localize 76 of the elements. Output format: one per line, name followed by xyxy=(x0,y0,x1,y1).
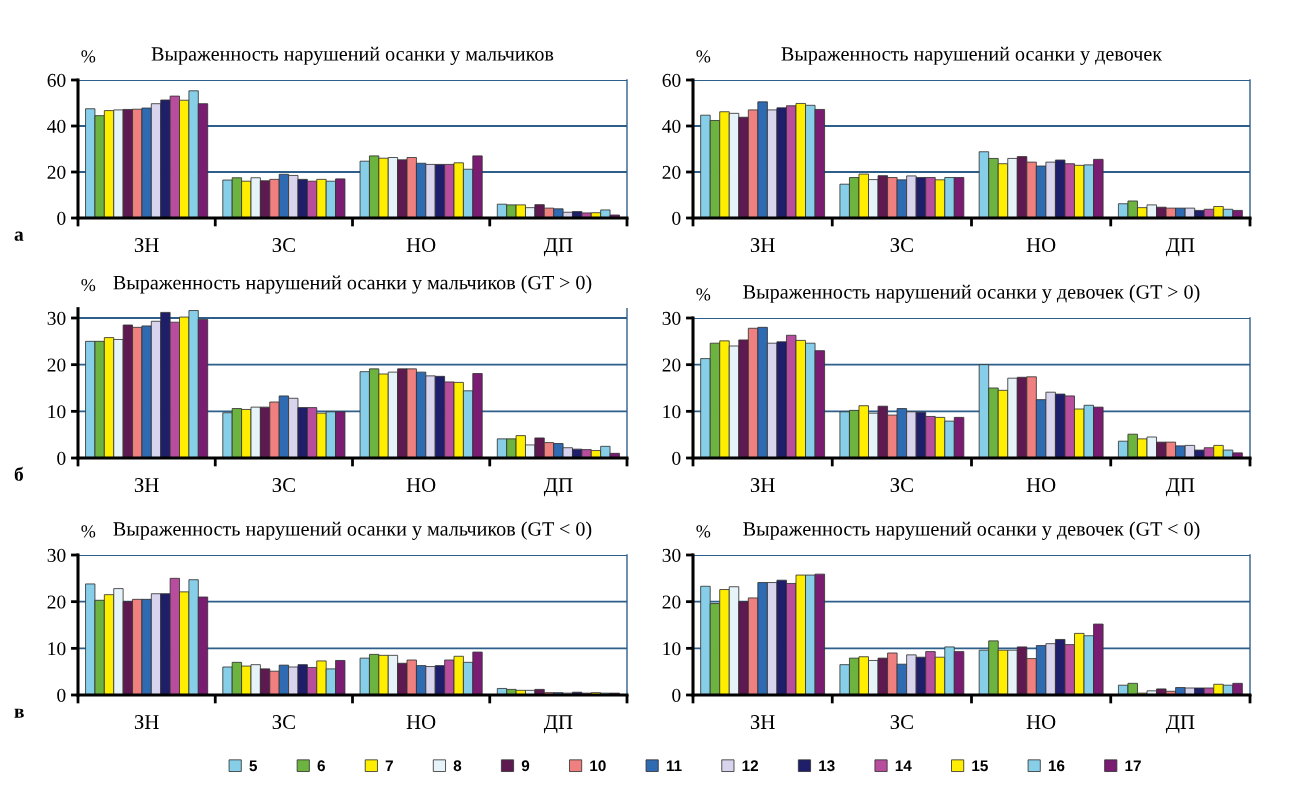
x-tick-label: ЗС xyxy=(890,715,913,730)
y-tick-label: 40 xyxy=(47,119,66,133)
y-tick-label: 10 xyxy=(48,642,66,656)
legend-label: 7 xyxy=(385,760,393,771)
legend-label: 15 xyxy=(972,760,988,772)
y-tick-label: 20 xyxy=(662,595,681,609)
y-tick-label: 30 xyxy=(47,311,66,325)
chart-title: Выраженность нарушений осанки у девочек (GT > 0) xyxy=(743,284,1200,303)
x-tick-label: ЗН xyxy=(134,478,159,493)
y-tick-label: 20 xyxy=(47,595,66,609)
chart-title: Выраженность нарушений осанки у девочек xyxy=(781,46,1163,65)
y-axis-title: % xyxy=(696,50,711,63)
x-tick-label: НО xyxy=(406,238,436,253)
y-tick-label: 30 xyxy=(662,548,681,562)
x-tick-label: НО xyxy=(1026,715,1056,730)
chart-title: Выраженность нарушений осанки у девочек (GT < 0) xyxy=(743,521,1200,540)
y-tick-label: 10 xyxy=(48,405,66,419)
y-tick-label: 20 xyxy=(47,165,66,179)
y-axis-title: % xyxy=(81,50,96,63)
x-tick-label: ДП xyxy=(1165,238,1195,257)
x-tick-label: НО xyxy=(1026,238,1056,253)
x-tick-label: НО xyxy=(406,478,436,493)
legend-label: 8 xyxy=(453,760,462,772)
chart-title: Выраженность нарушений осанки у мальчиков (GT > 0) xyxy=(113,275,592,294)
y-axis-title: % xyxy=(696,288,711,301)
y-tick-label: 0 xyxy=(672,211,681,225)
x-tick-label: НО xyxy=(406,715,436,730)
x-tick-label: ДП xyxy=(543,238,573,257)
y-tick-label: 60 xyxy=(47,73,66,87)
x-tick-label: ЗС xyxy=(890,478,913,493)
x-tick-label: ЗН xyxy=(750,715,775,730)
x-tick-label: ЗН xyxy=(134,715,159,730)
y-tick-label: 30 xyxy=(662,311,681,325)
text: а xyxy=(14,231,24,241)
y-tick-label: 0 xyxy=(57,451,66,465)
y-axis-title: % xyxy=(81,278,96,292)
legend-label: 12 xyxy=(742,760,759,771)
legend-label: 14 xyxy=(895,760,912,771)
x-tick-label: ЗС xyxy=(272,238,295,253)
x-tick-label: ДП xyxy=(543,478,573,497)
x-tick-label: ДП xyxy=(1165,478,1195,497)
y-axis-title: % xyxy=(81,525,96,538)
x-tick-label: НО xyxy=(1026,478,1056,493)
x-tick-label: ДП xyxy=(1165,715,1195,734)
x-tick-label: ЗН xyxy=(750,478,775,493)
x-tick-label: ЗС xyxy=(272,478,295,493)
y-axis-title: % xyxy=(696,525,711,538)
y-tick-label: 0 xyxy=(57,211,66,225)
legend-label: 13 xyxy=(819,760,835,772)
chart-title: Выраженность нарушений осанки у мальчиков xyxy=(151,46,554,65)
x-tick-label: ЗН xyxy=(134,238,159,253)
legend-label: 11 xyxy=(666,760,682,771)
y-tick-label: 0 xyxy=(672,451,681,465)
y-tick-label: 10 xyxy=(663,405,681,419)
chart-title: Выраженность нарушений осанки у мальчиков (GT < 0) xyxy=(113,521,592,540)
x-tick-label: ЗС xyxy=(272,715,295,730)
text: б xyxy=(14,466,23,481)
y-tick-label: 40 xyxy=(662,119,681,133)
legend-label: 6 xyxy=(317,760,325,772)
x-tick-label: ЗС xyxy=(890,238,913,253)
x-tick-label: ЗН xyxy=(750,238,775,253)
legend-label: 17 xyxy=(1125,760,1141,771)
y-tick-label: 20 xyxy=(47,358,66,372)
y-tick-label: 10 xyxy=(663,642,681,656)
y-tick-label: 0 xyxy=(57,688,66,702)
text: в xyxy=(14,708,24,718)
legend-label: 9 xyxy=(521,760,530,772)
y-tick-label: 30 xyxy=(47,548,66,562)
legend-label: 10 xyxy=(590,760,606,772)
legend-label: 16 xyxy=(1048,760,1065,772)
y-tick-label: 60 xyxy=(662,73,681,87)
y-tick-label: 0 xyxy=(672,688,681,702)
legend-label: 5 xyxy=(249,760,257,772)
x-tick-label: ДП xyxy=(543,715,573,734)
y-tick-label: 20 xyxy=(662,358,681,372)
y-tick-label: 20 xyxy=(662,165,681,179)
